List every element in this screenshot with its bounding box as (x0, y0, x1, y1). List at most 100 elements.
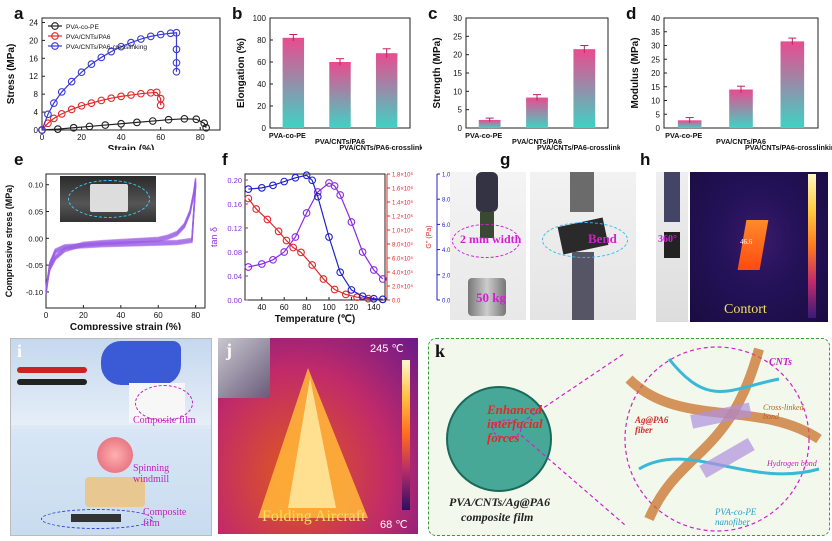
legend-label: PVA-co-PE (66, 24, 99, 31)
y-tick-label: 10 (651, 97, 660, 106)
y-axis-label: Modulus (MPa) (630, 37, 641, 108)
bar (329, 62, 351, 128)
x-tick-label: 20 (79, 311, 88, 320)
data-point (369, 294, 378, 303)
mid-tick-label: 1.2×10⁶ (392, 214, 414, 221)
panel-label-a: a (14, 4, 24, 23)
data-point (269, 181, 277, 190)
y-tick-label: 25 (651, 55, 660, 64)
film-title-line2: composite film (461, 510, 534, 524)
series-line-1 (247, 198, 383, 300)
x-axis-label: Temperature (℃) (275, 314, 356, 325)
agpa6-label: Ag@PA6 fiber (635, 415, 669, 435)
data-point (282, 236, 291, 245)
chart-c-strength: 0 5 10 15 20 25 30 Strength (MPa) PVA-co-PE PVA/C… (432, 14, 620, 150)
temp-min-label: 68 ℃ (380, 519, 408, 531)
panel-label-f: f (222, 150, 228, 169)
data-point (252, 205, 261, 213)
cnts-label: CNTs (769, 357, 792, 368)
bar (375, 53, 398, 129)
y-tick-label: 20 (257, 102, 266, 111)
data-point (146, 32, 155, 41)
panel-label-g: g (500, 150, 511, 169)
data-point (69, 123, 78, 132)
data-point (319, 275, 328, 283)
pvape-label: PVA-co-PE nanofiber (715, 507, 757, 527)
panel-label-h: h (640, 150, 651, 169)
y-tick-label: 25 (453, 32, 462, 41)
mid-tick-label: 1.0×10⁶ (392, 228, 414, 235)
bend-photo: Bend (530, 172, 636, 320)
y-axis-label: Strength (MPa) (432, 37, 443, 108)
bar (573, 49, 596, 128)
data-point (291, 173, 300, 182)
series-line-0 (41, 118, 207, 131)
data-point (308, 176, 317, 185)
y-tick-label: 30 (453, 14, 462, 23)
category-label: PVA/CNTs/PA6-crosslinking (339, 143, 422, 150)
y-tick-label: 0 (656, 124, 661, 133)
data-point (313, 192, 322, 201)
temp-max-label: 245 ℃ (370, 343, 404, 355)
x-tick-label: 80 (302, 303, 311, 312)
data-point (87, 60, 96, 68)
category-label: PVA-co-PE (665, 131, 702, 140)
y-tick-label: 15 (453, 69, 462, 78)
mid-tick-label: 6.0×10⁵ (392, 256, 414, 263)
data-point (336, 191, 345, 199)
bar (282, 37, 305, 128)
x-tick-label: 60 (156, 133, 165, 142)
composite-film-label-bottom: Composite film (143, 507, 187, 529)
temp-label: 46.6 (740, 238, 753, 246)
data-point (107, 47, 116, 56)
data-point (263, 215, 272, 224)
data-point (257, 184, 266, 192)
data-point (257, 260, 266, 268)
data-point (38, 126, 46, 134)
y-tick-label: 16 (29, 54, 38, 63)
data-point (347, 286, 356, 294)
y-tick-label: 35 (651, 28, 660, 37)
data-point (127, 91, 135, 99)
bar (677, 120, 702, 128)
y-tick-label: 60 (257, 58, 266, 67)
mid-tick-label: 8.0×10⁵ (392, 242, 414, 249)
left-tick-label: 0.16 (227, 200, 242, 209)
thermal-aircraft-photo: j 245 ℃ 68 ℃ Folding Aircraft (218, 338, 418, 534)
data-point (85, 122, 94, 131)
contort-label: Contort (724, 302, 767, 317)
data-point (369, 266, 378, 274)
data-point (117, 119, 125, 128)
width-label: 2 mm width (460, 232, 522, 246)
series-line-2 (248, 174, 383, 300)
data-point (180, 114, 189, 123)
data-point (347, 218, 356, 226)
x-tick-label: 40 (257, 303, 266, 312)
y-tick-label: 24 (29, 18, 38, 27)
data-point (353, 293, 361, 302)
data-point (202, 123, 211, 132)
y-tick-label: 100 (253, 14, 267, 23)
y-tick-label: 0.10 (28, 181, 43, 190)
category-label: PVA/CNTs/PA6-crosslinking (537, 143, 620, 150)
y-tick-label: -0.05 (26, 261, 43, 270)
data-point (57, 88, 66, 96)
y-tick-label: 8 (34, 90, 39, 99)
chart-e-compression: 0 20 40 60 80 -0.10 -0.05 0.00 0.05 0.10 Compressi… (4, 173, 206, 330)
x-tick-label: 40 (117, 133, 126, 142)
y-tick-label: -0.10 (26, 288, 43, 297)
data-point (166, 29, 175, 38)
left-axis-label: tan δ (209, 227, 219, 247)
mid-tick-label: 1.4×10⁶ (392, 200, 414, 207)
thermal-contort-photo: 46.6 Contort (690, 172, 828, 322)
data-point (269, 255, 277, 264)
panel-label-e: e (14, 150, 24, 169)
category-label: PVA-co-PE (269, 131, 306, 140)
y-tick-label: 5 (458, 106, 463, 115)
data-point (67, 105, 76, 114)
data-point (127, 38, 135, 47)
panel-label-b: b (232, 4, 243, 23)
data-point (164, 115, 173, 124)
x-tick-label: 20 (77, 133, 86, 142)
left-tick-label: 0.20 (227, 176, 242, 185)
